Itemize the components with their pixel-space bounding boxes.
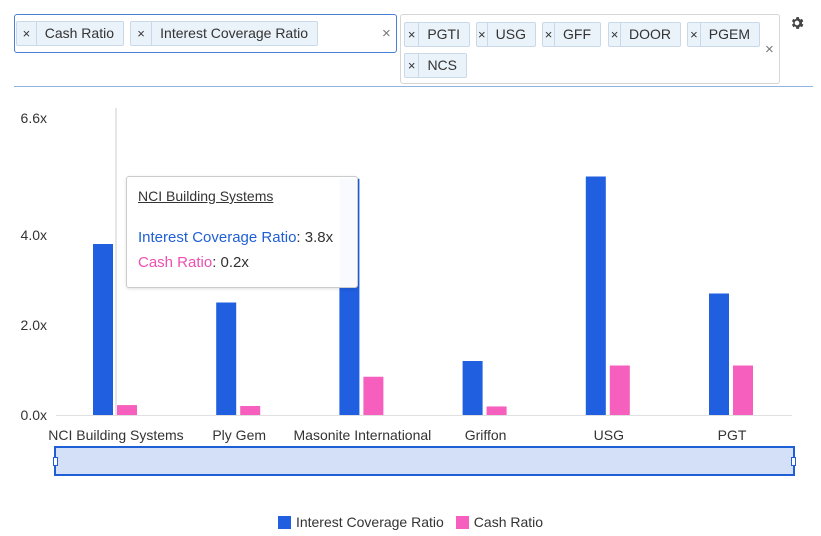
x-axis: NCI Building Systems Ply Gem Masonite Inte… <box>48 427 747 443</box>
chart-legend: Interest Coverage Ratio Cash Ratio <box>0 513 821 531</box>
y-axis: 0.0x 2.0x 4.0x 6.6x <box>21 110 47 423</box>
chip-label: PGTI <box>427 26 460 42</box>
bar-cash-ratio[interactable] <box>486 406 507 415</box>
tooltip-series-name: Interest Coverage Ratio <box>138 229 297 246</box>
remove-chip-icon[interactable]: × <box>477 23 488 46</box>
y-tick-label: 6.6x <box>21 110 47 126</box>
clear-metrics-icon[interactable]: × <box>382 25 391 42</box>
tooltip-title: NCI Building Systems <box>138 188 274 204</box>
chip-label: USG <box>495 26 526 42</box>
legend-item-interest-coverage[interactable]: Interest Coverage Ratio <box>277 513 444 531</box>
legend-label: Interest Coverage Ratio <box>295 514 444 530</box>
chart-tooltip: NCI Building Systems Interest Coverage R… <box>126 176 358 288</box>
bar-cash-ratio[interactable] <box>363 376 384 415</box>
ticker-selector[interactable]: × × PGTI × USG × GFF × DOOR × PGEM × NCS <box>400 14 780 84</box>
tooltip-value: 0.2x <box>220 254 249 271</box>
bar-cash-ratio[interactable] <box>609 365 630 416</box>
y-tick-label: 4.0x <box>21 227 47 243</box>
bar-interest-coverage[interactable] <box>585 176 606 416</box>
y-tick-label: 0.0x <box>21 407 47 423</box>
legend-swatch <box>277 515 291 529</box>
ticker-chip[interactable]: × NCS <box>404 53 467 78</box>
ticker-chip[interactable]: × DOOR <box>608 22 681 47</box>
tooltip-row-interest-coverage: Interest Coverage Ratio: 3.8x <box>138 229 334 246</box>
remove-chip-icon[interactable]: × <box>543 23 555 46</box>
bar-cash-ratio[interactable] <box>733 365 753 416</box>
x-tick-label: Griffon <box>465 427 507 443</box>
chip-label: PGEM <box>708 26 750 42</box>
bar-cash-ratio[interactable] <box>240 406 261 415</box>
bar-interest-coverage[interactable] <box>216 302 237 416</box>
ticker-chip[interactable]: × PGEM <box>687 22 760 47</box>
remove-chip-icon[interactable]: × <box>609 23 621 46</box>
bar-interest-coverage[interactable] <box>462 361 483 415</box>
bar-interest-coverage[interactable] <box>93 244 113 415</box>
tooltip-row-cash-ratio: Cash Ratio: 0.2x <box>138 254 249 271</box>
header-divider <box>14 86 813 87</box>
metric-chip[interactable]: × Cash Ratio <box>16 21 124 46</box>
chip-label: Cash Ratio <box>44 25 114 41</box>
x-tick-label: Ply Gem <box>212 427 266 443</box>
range-navigator[interactable] <box>53 446 796 476</box>
ticker-chip[interactable]: × PGTI <box>404 22 470 47</box>
legend-swatch <box>455 515 469 529</box>
x-tick-label: PGT <box>718 427 747 443</box>
clear-tickers-icon[interactable]: × <box>765 41 774 58</box>
remove-chip-icon[interactable]: × <box>688 23 701 46</box>
tooltip-value: 3.8x <box>304 229 334 246</box>
x-tick-label: NCI Building Systems <box>48 427 183 443</box>
y-tick-label: 2.0x <box>21 317 47 333</box>
bar-interest-coverage[interactable] <box>709 293 729 416</box>
legend-item-cash-ratio[interactable]: Cash Ratio <box>455 513 544 531</box>
remove-chip-icon[interactable]: × <box>131 22 153 45</box>
chip-label: NCS <box>427 57 457 73</box>
remove-chip-icon[interactable]: × <box>405 54 420 77</box>
ticker-chip[interactable]: × USG <box>476 22 536 47</box>
chip-label: DOOR <box>629 26 671 42</box>
chip-label: Interest Coverage Ratio <box>160 25 308 41</box>
navigator-right-handle[interactable] <box>791 457 796 466</box>
legend-label: Cash Ratio <box>473 514 544 530</box>
x-tick-label: Masonite International <box>294 427 432 443</box>
x-tick-label: USG <box>594 427 624 443</box>
navigator-left-handle[interactable] <box>53 457 58 466</box>
ticker-chip[interactable]: × GFF <box>542 22 601 47</box>
gear-icon[interactable] <box>789 15 805 31</box>
chip-label: GFF <box>563 26 591 42</box>
remove-chip-icon[interactable]: × <box>17 22 37 45</box>
bar-cash-ratio[interactable] <box>117 405 137 415</box>
bar-chart: 0.0x 2.0x 4.0x 6.6x NCI Building Systems Ply… <box>21 108 792 443</box>
tooltip-series-name: Cash Ratio <box>138 254 213 271</box>
remove-chip-icon[interactable]: × <box>405 23 420 46</box>
metric-selector[interactable]: × × Cash Ratio × Interest Coverage Ratio <box>14 14 397 53</box>
metric-chip[interactable]: × Interest Coverage Ratio <box>130 21 318 46</box>
